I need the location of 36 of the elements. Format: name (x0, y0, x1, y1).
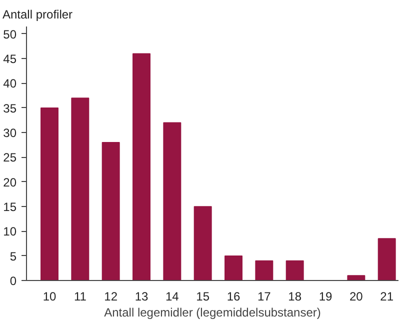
x-tick-label: 20 (350, 290, 364, 304)
bar (102, 142, 120, 280)
x-tick-label: 19 (318, 290, 333, 304)
y-tick-label: 10 (3, 224, 17, 239)
y-tick-label: 35 (3, 101, 17, 116)
bar (163, 122, 182, 280)
y-tick-label: 5 (10, 249, 17, 264)
bar (347, 275, 366, 280)
y-tick-label: 45 (3, 52, 17, 66)
x-tick-label: 11 (74, 290, 87, 304)
x-tick-label: 12 (104, 290, 118, 304)
y-tick-label: 25 (3, 150, 17, 165)
bar (71, 98, 90, 280)
bar (255, 260, 274, 280)
y-tick-label: 20 (3, 175, 17, 190)
x-tick-label: 18 (288, 290, 302, 304)
y-tick-label: 30 (3, 126, 17, 140)
x-tick-label: 15 (196, 290, 210, 304)
x-tick-label: 16 (226, 290, 241, 304)
bar (286, 260, 304, 280)
bar (132, 53, 150, 280)
y-tick-label: 15 (3, 200, 17, 214)
y-tick-label: 40 (3, 76, 17, 91)
x-tick-label: 13 (134, 290, 149, 304)
x-tick-label: 17 (258, 290, 272, 304)
x-axis-title: Antall legemidler (legemiddelsubstanser) (104, 306, 321, 320)
bar (40, 107, 58, 280)
bar (378, 238, 396, 280)
y-axis-title: Antall profiler (2, 8, 73, 22)
y-tick-label: 0 (10, 274, 17, 288)
y-tick-label: 50 (3, 27, 17, 42)
bar (194, 206, 212, 280)
x-tick-label: 10 (42, 290, 56, 304)
bar (224, 255, 242, 280)
x-tick-label: 21 (380, 290, 394, 304)
x-tick-label: 14 (166, 290, 180, 304)
